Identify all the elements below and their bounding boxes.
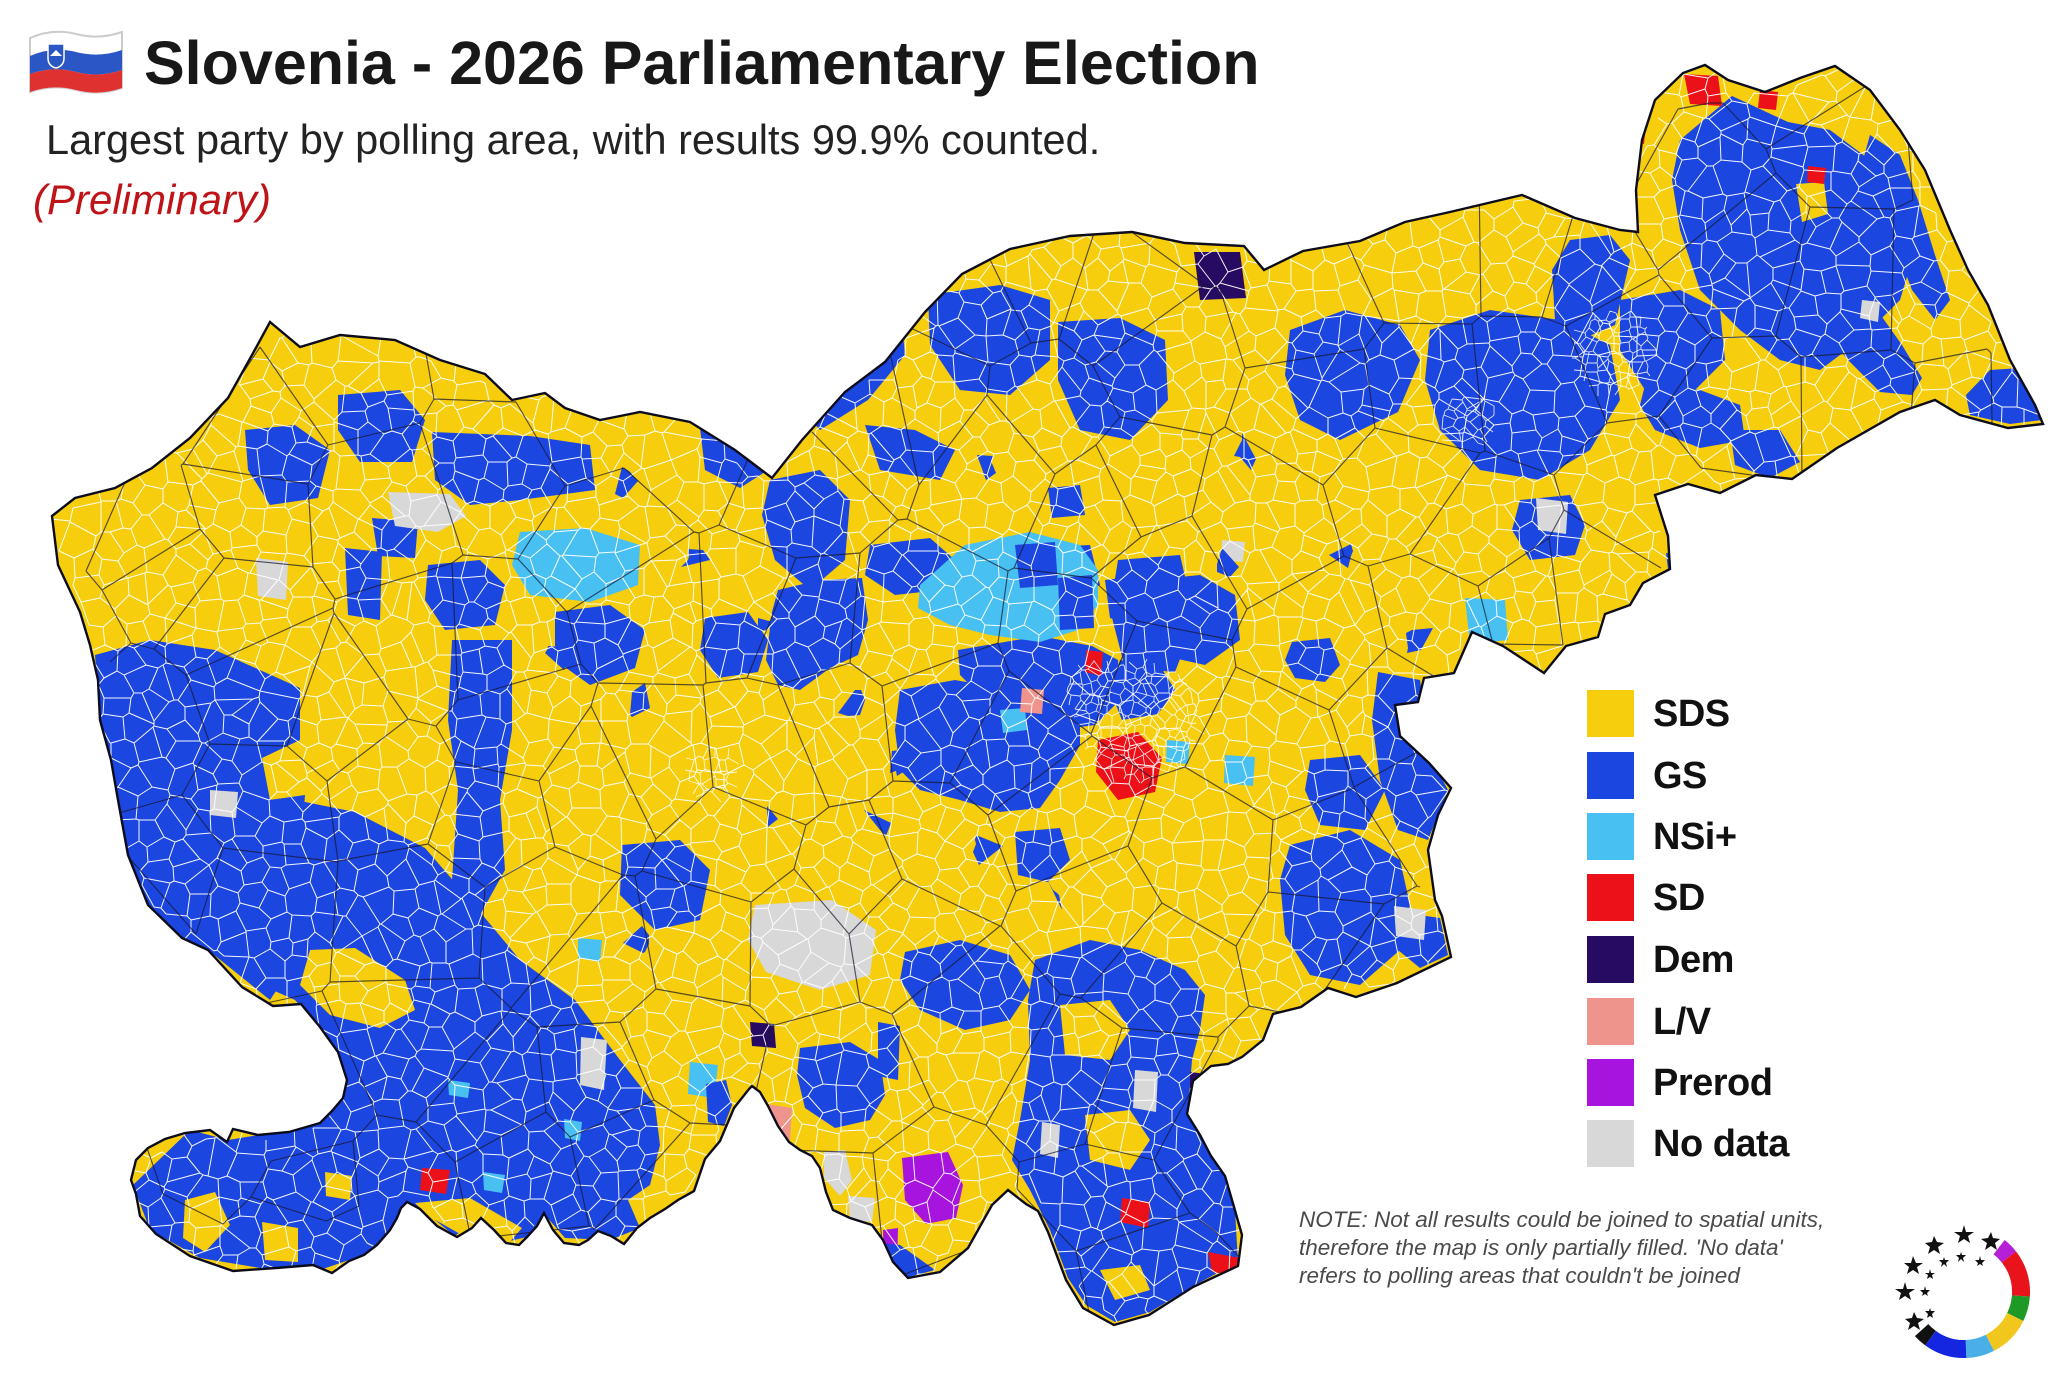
svg-text:Dem: Dem [1653, 939, 1734, 981]
svg-text:SD: SD [1653, 877, 1705, 919]
svg-text:refers to polling areas that c: refers to polling areas that couldn't be… [1299, 1263, 1741, 1288]
svg-text:No data: No data [1653, 1123, 1790, 1165]
svg-text:(Preliminary): (Preliminary) [33, 176, 271, 223]
svg-text:Slovenia - 2026 Parliamentary: Slovenia - 2026 Parliamentary Election [144, 29, 1259, 97]
svg-text:Prerod: Prerod [1653, 1062, 1772, 1104]
svg-text:NOTE: Not all results could be: NOTE: Not all results could be joined to… [1299, 1207, 1824, 1232]
svg-text:therefore the map is only part: therefore the map is only partially fill… [1299, 1235, 1784, 1260]
svg-text:GS: GS [1653, 755, 1707, 797]
svg-text:SDS: SDS [1653, 693, 1730, 735]
svg-text:L/V: L/V [1653, 1001, 1712, 1043]
svg-text:Largest party by polling area,: Largest party by polling area, with resu… [46, 116, 1100, 163]
svg-text:NSi+: NSi+ [1653, 816, 1737, 858]
